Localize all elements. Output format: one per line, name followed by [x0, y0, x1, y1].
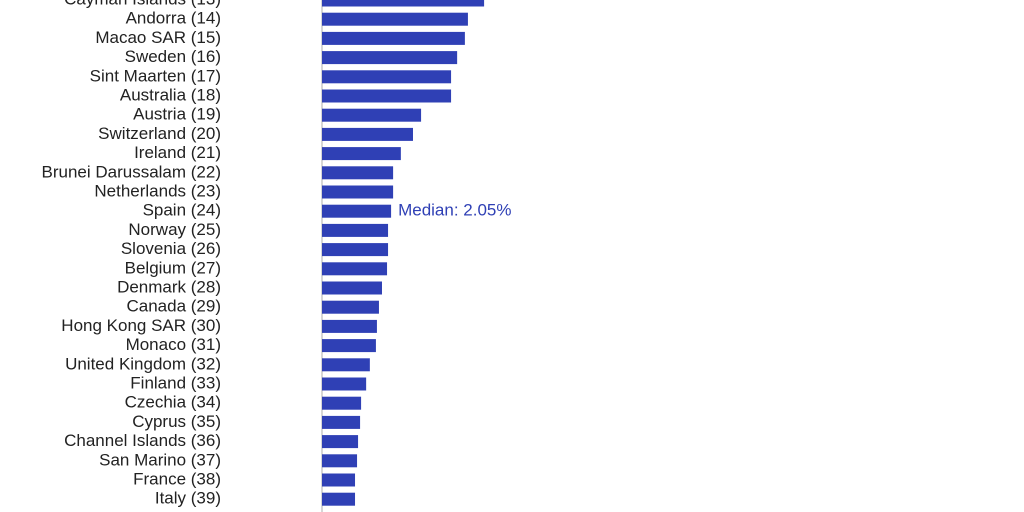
bar — [322, 108, 422, 122]
bar — [322, 492, 356, 506]
category-label: Denmark (28) — [117, 277, 221, 296]
category-label: Brunei Darussalam (22) — [41, 162, 221, 181]
bar — [322, 300, 379, 314]
bar — [322, 70, 452, 84]
category-label: Slovenia (26) — [121, 239, 221, 258]
category-label: Hong Kong SAR (30) — [61, 316, 221, 335]
category-label: Norway (25) — [128, 220, 221, 239]
bar — [322, 339, 376, 353]
bar — [322, 319, 377, 333]
bar — [322, 377, 367, 391]
bar — [322, 166, 394, 180]
bar — [322, 185, 394, 199]
bar — [322, 204, 392, 218]
bar — [322, 12, 468, 26]
bar — [322, 31, 465, 45]
category-label: United Kingdom (32) — [65, 354, 221, 373]
category-label: Cayman Islands (13) — [64, 0, 221, 8]
category-label: Andorra (14) — [126, 9, 221, 28]
bar — [322, 127, 413, 141]
bar — [322, 89, 452, 103]
category-label: Finland (33) — [130, 373, 221, 392]
category-label: Cyprus (35) — [132, 412, 221, 431]
category-label: Switzerland (20) — [98, 124, 221, 143]
category-label: Austria (19) — [133, 105, 221, 124]
bar — [322, 223, 389, 237]
category-label: Macao SAR (15) — [95, 28, 221, 47]
category-label: Spain (24) — [143, 201, 221, 220]
category-label: Netherlands (23) — [94, 181, 221, 200]
category-label: Australia (18) — [120, 85, 221, 104]
category-label: Ireland (21) — [134, 143, 221, 162]
bar — [322, 454, 358, 468]
bar — [322, 243, 389, 257]
bar — [322, 473, 356, 487]
category-label: Czechia (34) — [125, 393, 221, 412]
category-label: France (38) — [133, 469, 221, 488]
bar — [322, 281, 382, 295]
bar — [322, 415, 361, 429]
bar — [322, 147, 401, 161]
category-label: Monaco (31) — [126, 335, 221, 354]
category-label: Italy (39) — [155, 489, 221, 508]
bar — [322, 435, 359, 449]
bar — [322, 358, 370, 372]
median-annotation: Median: 2.05% — [398, 201, 511, 220]
category-label: San Marino (37) — [99, 450, 221, 469]
category-label: Belgium (27) — [125, 258, 221, 277]
bar — [322, 51, 458, 65]
bar — [322, 396, 362, 410]
category-label: Channel Islands (36) — [64, 431, 221, 450]
bar — [322, 0, 485, 7]
category-label: Sint Maarten (17) — [90, 66, 221, 85]
bar — [322, 262, 388, 276]
category-label: Canada (29) — [126, 297, 221, 316]
category-label: Sweden (16) — [125, 47, 221, 66]
